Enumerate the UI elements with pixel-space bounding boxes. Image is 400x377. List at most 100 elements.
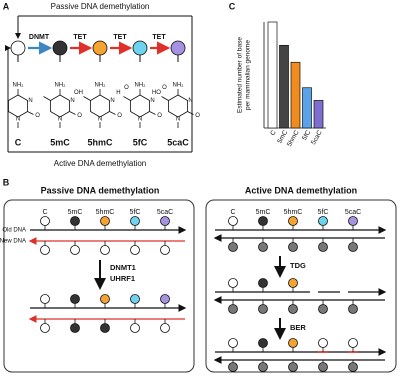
base-bead [288,216,298,226]
line [123,96,131,101]
base-bead [288,278,298,288]
atom: H [116,90,120,96]
base-bead [70,216,80,226]
ring [90,94,110,118]
enzyme: TET [152,34,166,41]
base-bead [170,40,186,56]
passive-label: Passive DNA demethylation [51,2,150,11]
base-bead [100,294,110,304]
base-name: 5caC [345,209,361,216]
base-bead [288,304,298,314]
base-bead [130,323,140,333]
y-axis-label: per mammalian genome [245,40,252,110]
atom: O [162,85,167,91]
base-bead [258,338,268,348]
base-bead [160,216,170,226]
base-bead [92,40,108,56]
line [149,111,156,115]
base-bead [40,216,50,226]
atom: NH₂ [173,83,185,89]
base-name: 5hmC [284,209,303,216]
enzyme: DNMT1 [110,263,136,272]
atom: NH₂ [95,83,107,89]
enzyme: DNMT [29,34,50,41]
base-bead [258,304,268,314]
atom: N [176,117,180,123]
base-bead [318,216,328,226]
atom: NH₂ [135,83,147,89]
base-name: C [15,137,22,147]
base-name: 5fC [318,209,329,216]
step: BER [290,323,306,332]
base-bead [228,278,238,288]
step: TDG [290,261,306,270]
base-bead [10,40,26,56]
ring [130,94,150,118]
right-box [205,199,397,373]
base-name: 5caC [167,137,189,147]
base-bead [318,338,328,348]
base-bead [130,216,140,226]
base-bead [228,362,238,372]
base-bead [288,338,298,348]
base-bead [348,242,358,252]
ring [168,94,188,118]
base-bead [70,294,80,304]
bar [267,21,278,129]
base-bead [228,216,238,226]
base-bead [100,323,110,333]
bar [313,100,324,129]
ring [8,94,28,118]
base-bead [228,338,238,348]
line [69,111,76,115]
atom: N [16,117,20,123]
atom: N [188,98,192,104]
base-bead [130,245,140,255]
bar [302,87,312,129]
y-axis-label: Estimated number of base [237,37,244,113]
atom: O [117,113,122,119]
base-name: 5fC [133,137,148,147]
ring [50,94,70,118]
enzyme: TET [113,34,127,41]
atom: OH [74,90,83,96]
base-bead [348,338,358,348]
base-bead [318,242,328,252]
base-bead [318,362,328,372]
base-name: 5mC [256,209,271,216]
active-label: Active DNA demethylation [54,159,147,168]
base-bead [348,216,358,226]
line [43,96,51,101]
atom: HO [152,90,161,96]
atom: NH₂ [13,83,25,89]
x-tick-label: 5fC [301,129,312,142]
enzyme: TET [73,34,87,41]
line [27,111,34,115]
base-bead [258,362,268,372]
x-tick-label: 5caC [310,129,324,146]
base-name: 5fC [130,209,141,216]
base-bead [40,323,50,333]
base-name: C [230,209,235,216]
base-bead [40,245,50,255]
line [187,111,194,115]
base-bead [348,362,358,372]
base-bead [130,294,140,304]
line [161,96,169,101]
base-bead [70,323,80,333]
base-name: 5hmC [96,209,115,216]
base-bead [100,245,110,255]
bar [279,44,289,129]
base-bead [228,242,238,252]
box-title: Passive DNA demethylation [41,185,160,195]
base-bead [348,304,358,314]
base-name: 5hmC [87,137,113,147]
base-bead [160,323,170,333]
atom: O [77,113,82,119]
atom: N [98,117,102,123]
atom: NH₂ [55,83,67,89]
bar [290,61,301,129]
base-bead [318,304,328,314]
base-bead [258,242,268,252]
